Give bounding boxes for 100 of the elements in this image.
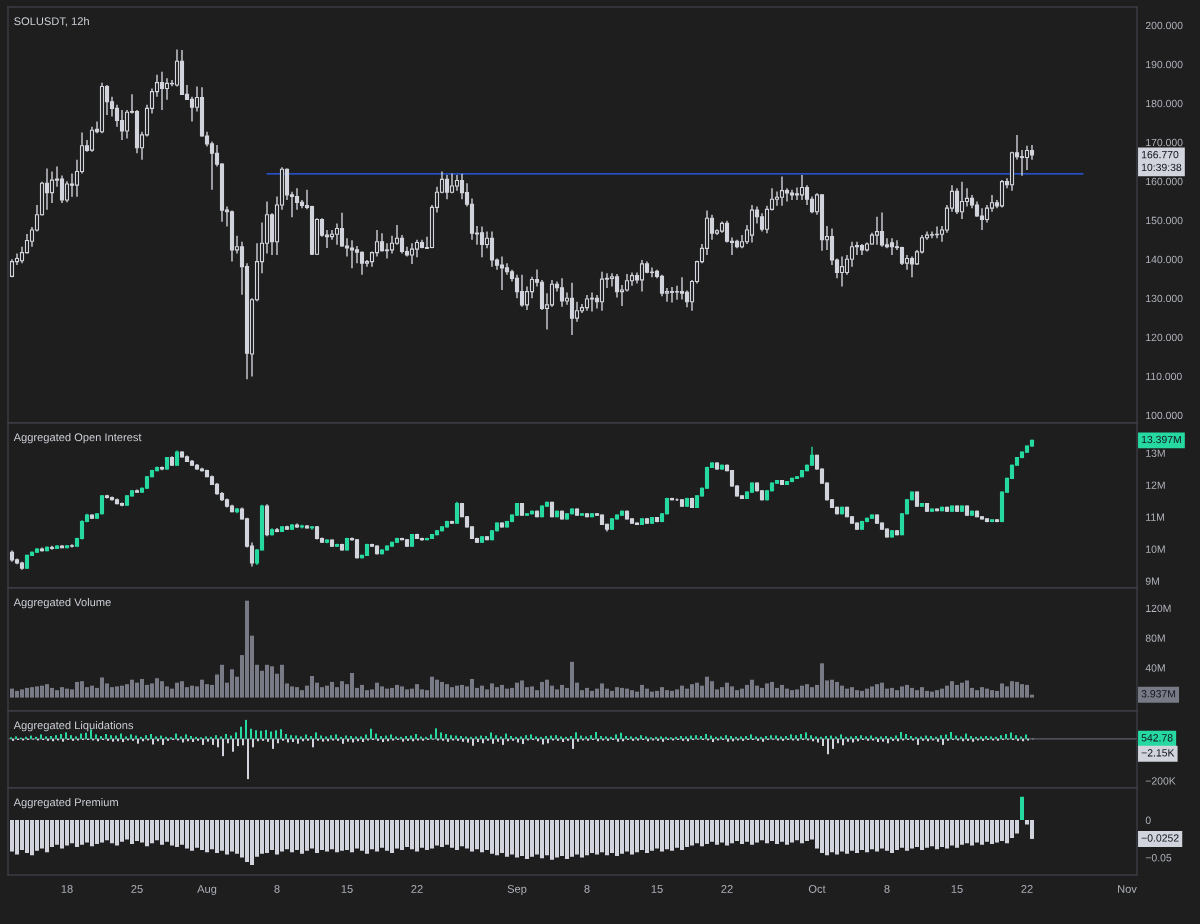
bar: [522, 738, 524, 745]
text: 166.770 10:39:38: [1141, 150, 1182, 172]
candlestick: [454, 500, 460, 525]
candlestick: [609, 272, 615, 288]
candlestick: [574, 301, 580, 323]
bar: [750, 734, 752, 739]
candlestick: [59, 174, 65, 204]
candlestick: [334, 222, 340, 246]
y-tick-label: 100.000: [1146, 411, 1183, 420]
bar: [435, 728, 437, 739]
bar: [1025, 734, 1027, 739]
candlestick: [779, 175, 785, 207]
bar: [137, 738, 139, 744]
candlestick: [589, 291, 595, 313]
bar: [282, 738, 284, 741]
y-tick-label: 140.000: [1146, 255, 1183, 264]
bar: [382, 738, 384, 743]
bar: [230, 735, 232, 739]
candlestick: [69, 172, 75, 198]
candlestick: [124, 109, 130, 140]
bar: [595, 731, 597, 739]
bar: [267, 738, 269, 742]
bar: [315, 732, 317, 739]
bar: [712, 738, 714, 743]
bar: [232, 738, 234, 752]
bar: [900, 731, 902, 739]
candlestick: [294, 187, 300, 211]
y-tick-label: 12M: [1146, 481, 1165, 489]
bar: [265, 729, 267, 739]
bar: [477, 738, 479, 743]
candlestick: [549, 279, 555, 308]
y-tick-label: 150.000: [1146, 216, 1183, 225]
bar: [365, 734, 367, 739]
bar: [800, 733, 802, 739]
candlestick: [89, 125, 95, 153]
x-tick-label: 15: [651, 885, 663, 893]
bar: [225, 733, 227, 739]
candlestick: [489, 230, 495, 268]
bar: [270, 731, 272, 739]
bar: [80, 733, 82, 739]
x-tick-label: 22: [721, 885, 733, 893]
candlestick: [679, 276, 685, 301]
bar: [255, 730, 257, 739]
bar: [520, 736, 522, 739]
candlestick: [839, 255, 845, 288]
bar: [252, 738, 254, 748]
y-tick-label: 9M: [1145, 577, 1159, 585]
bar: [65, 732, 67, 739]
text: 542.78: [1141, 734, 1173, 742]
x-tick-label: Sep: [507, 885, 527, 896]
x-tick-label: 22: [1021, 885, 1033, 893]
bar: [947, 738, 949, 741]
candlestick: [354, 538, 360, 560]
candlestick: [614, 273, 620, 299]
x-tick-label: Oct: [808, 885, 826, 893]
bar: [237, 738, 239, 747]
bar: [250, 728, 252, 739]
candlestick: [499, 255, 505, 291]
bar: [262, 738, 264, 741]
bar: [375, 733, 377, 739]
bar: [312, 738, 314, 748]
x-tick-label: 8: [884, 885, 890, 893]
candlestick: [409, 242, 415, 265]
x-tick-label: 18: [61, 885, 73, 893]
candlestick: [349, 239, 355, 269]
candlestick: [569, 281, 575, 336]
bar: [280, 729, 282, 739]
bar: [542, 738, 544, 745]
bar: [505, 733, 507, 739]
bar: [470, 736, 472, 739]
bar: [575, 732, 577, 739]
y-tick-label: −0.05: [1145, 854, 1172, 862]
candlestick: [599, 271, 605, 312]
bar: [152, 738, 154, 745]
y-tick-label: 80M: [1145, 634, 1165, 642]
bar: [240, 726, 242, 739]
bar: [295, 735, 297, 739]
candlestick: [889, 237, 895, 256]
bar: [842, 738, 844, 746]
bar: [415, 733, 417, 739]
bar: [827, 738, 829, 755]
bar: [562, 738, 564, 743]
bar: [60, 733, 62, 739]
bar: [292, 738, 294, 743]
candlestick: [189, 95, 195, 123]
bar: [297, 738, 299, 744]
bar: [247, 738, 249, 780]
bar: [965, 733, 967, 739]
candlestick: [959, 180, 965, 220]
bar: [545, 736, 547, 739]
bar: [917, 738, 919, 745]
y-tick-label: 120.000: [1146, 333, 1183, 342]
bar: [370, 728, 372, 739]
candlestick: [794, 186, 800, 201]
text: SOLUSDT, 12h: [14, 17, 89, 27]
candlestick: [784, 187, 790, 203]
y-tick-label: 0: [1145, 816, 1151, 824]
candlestick: [954, 187, 960, 215]
y-tick-label: 170.000: [1146, 138, 1183, 147]
bar: [1010, 732, 1012, 739]
